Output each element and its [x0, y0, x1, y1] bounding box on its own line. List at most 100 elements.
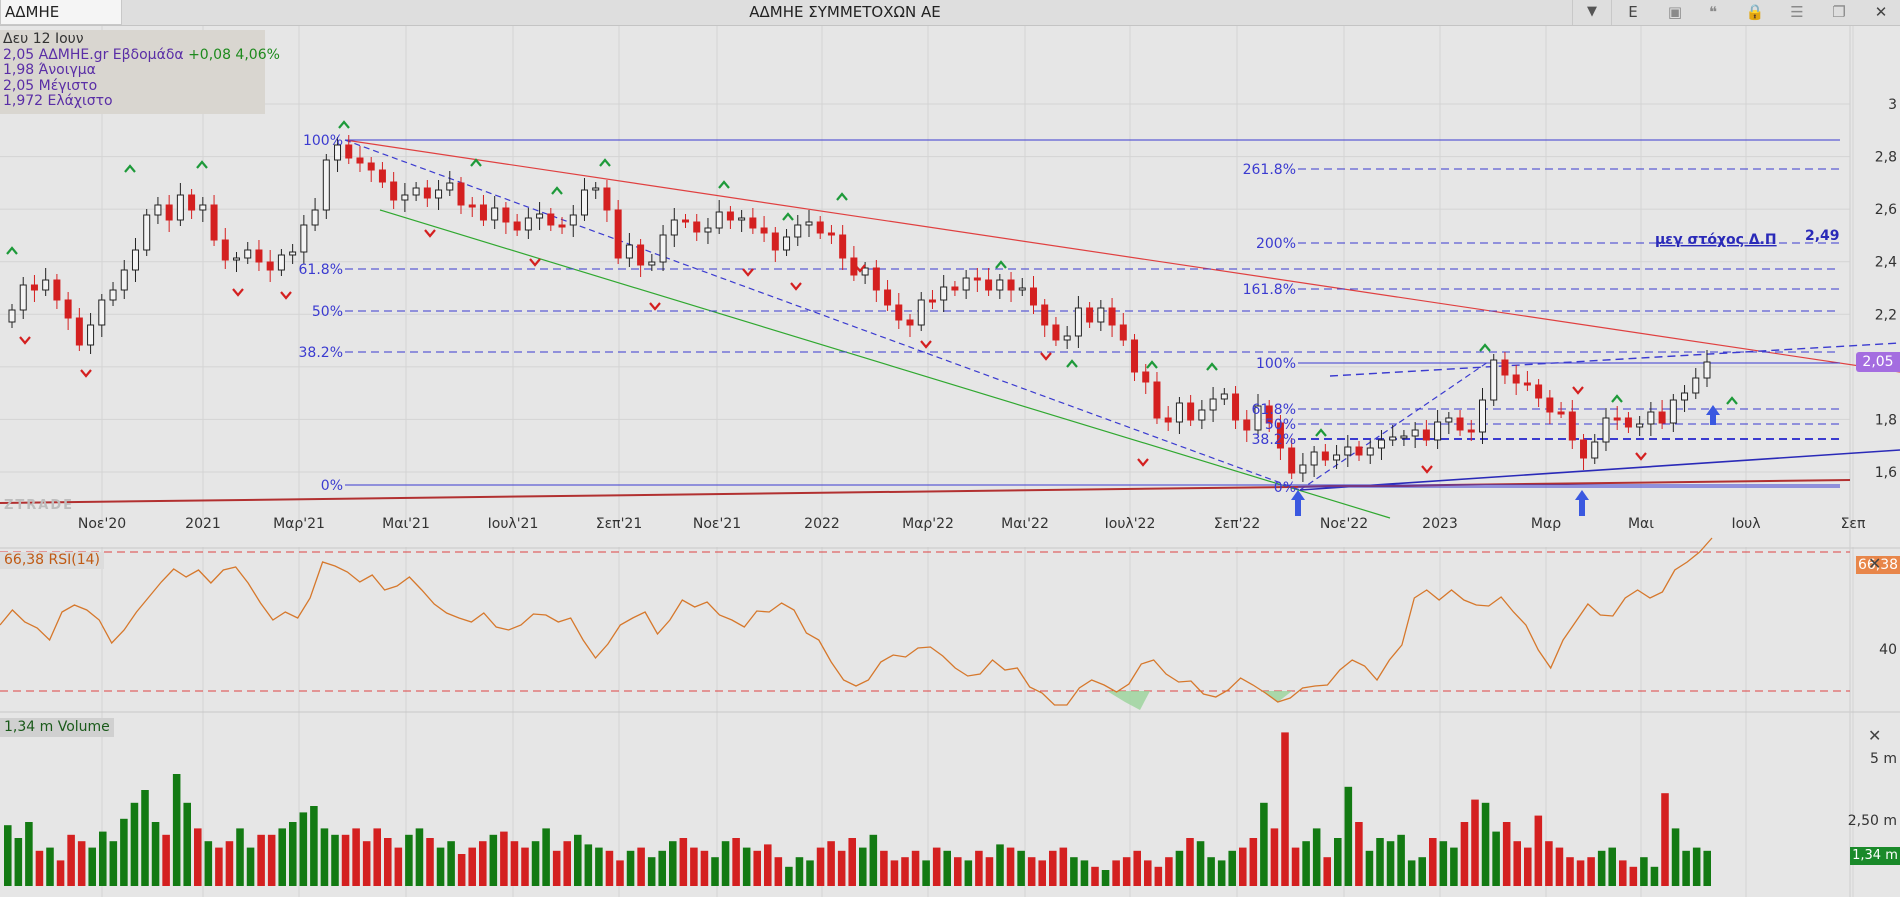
volume-bar: [521, 847, 529, 886]
candle-body: [1344, 446, 1352, 456]
candle-body: [1591, 441, 1599, 459]
volume-bar: [1450, 847, 1458, 886]
candle-body: [334, 144, 342, 161]
candle-body: [165, 204, 173, 221]
volume-bar: [563, 841, 571, 886]
period-button[interactable]: E: [1628, 3, 1638, 21]
candle-body: [569, 214, 577, 226]
sell-signal-marker: [1040, 352, 1052, 361]
volume-bar: [647, 857, 656, 886]
volume-bar: [690, 847, 698, 886]
candle-body: [1074, 307, 1082, 337]
volume-bar: [130, 802, 139, 886]
volume-close-icon[interactable]: ✕: [1868, 726, 1882, 745]
candle-body: [1557, 411, 1565, 415]
buy-signal-marker: [1479, 343, 1491, 352]
candle-body: [1456, 417, 1464, 431]
candle-body: [1108, 307, 1116, 326]
candle-body: [1097, 307, 1105, 323]
candle-body: [1243, 419, 1251, 431]
buy-signal-marker: [995, 260, 1007, 269]
ohlc-info-panel: Δευ 12 Ιουν 2,05 ΑΔΜΗΕ.gr Εβδομάδα +0,08…: [0, 30, 280, 114]
candle-body: [502, 207, 510, 223]
volume-bar: [1154, 866, 1163, 886]
time-axis-band: [0, 525, 1900, 547]
rsi-label[interactable]: 66,38 RSI(14): [0, 552, 105, 569]
symbol-input[interactable]: ΑΔΜΗΕ: [0, 0, 122, 25]
fib-level-label: 100%: [303, 133, 343, 149]
restore-icon[interactable]: ❐: [1832, 3, 1846, 21]
candle-body: [1602, 417, 1610, 443]
candle-body: [1636, 423, 1644, 428]
candle-body: [839, 234, 847, 259]
volume-bar: [1091, 866, 1099, 886]
resistance-trendline: [344, 139, 1900, 373]
price-chart[interactable]: Νοε'20 2021 Μαρ'21 Μαι'21 Ιουλ'21 Σεπ'21 Νοε'2…: [0, 26, 1900, 897]
candle-body: [1164, 417, 1172, 423]
candle-body: [1052, 324, 1060, 341]
volume-bar: [14, 838, 23, 886]
candle-body: [614, 209, 622, 259]
info-open: 1,98 Άνοιγμα: [3, 62, 96, 78]
volume-label[interactable]: 1,34 m Volume: [0, 718, 114, 737]
volume-bar: [859, 847, 867, 886]
lock-icon[interactable]: 🔒: [1745, 3, 1765, 21]
candle-body: [1377, 439, 1385, 449]
volume-bar: [552, 850, 561, 886]
candle-body: [1624, 417, 1632, 428]
volume-tick-label: 5 m: [1870, 751, 1897, 767]
candle-body: [1041, 304, 1049, 326]
volume-bar: [88, 847, 96, 886]
volume-bar: [204, 841, 213, 886]
candle-body: [805, 221, 813, 226]
layout-icon[interactable]: ▣: [1667, 3, 1683, 21]
volume-bar: [1080, 860, 1089, 886]
candle-body: [188, 194, 196, 211]
volume-bar: [172, 774, 181, 886]
candle-body: [827, 232, 835, 236]
sell-signal-marker: [742, 268, 754, 277]
volume-bar: [479, 841, 487, 886]
volume-bar: [890, 860, 899, 886]
rsi-value-badge: 66,38: [1856, 556, 1900, 574]
candle-body: [1265, 405, 1273, 424]
candle-body: [1400, 435, 1408, 439]
time-tick-label: Μαρ'21: [273, 516, 325, 532]
info-high: 2,05 Μέγιστο: [3, 77, 98, 94]
candle-body: [1288, 447, 1296, 474]
rsi-oversold-fill: [1262, 691, 1292, 702]
volume-bar: [56, 860, 65, 886]
volume-bar: [1471, 799, 1479, 886]
candle-body: [75, 317, 83, 346]
volume-bar: [943, 850, 951, 886]
candle-body: [536, 213, 544, 219]
buy-signal-marker: [718, 180, 730, 189]
time-tick-label: Μαι'21: [382, 516, 430, 532]
volume-bar: [257, 834, 265, 886]
buy-signal-marker: [782, 212, 794, 221]
volume-bar: [1566, 857, 1574, 886]
time-tick-label: Μαι: [1628, 516, 1654, 532]
window-title: ΑΔΜΗΕ ΣΥΜΜΕΤΟΧΩΝ ΑΕ: [749, 3, 941, 21]
volume-bar: [67, 834, 75, 886]
candle-body: [1658, 411, 1666, 424]
volume-bar: [975, 850, 983, 886]
candle-body: [928, 299, 936, 303]
volume-bar: [806, 860, 814, 886]
chevron-down-icon[interactable]: ▼: [1572, 0, 1612, 25]
volume-bar: [436, 847, 445, 886]
volume-bar: [362, 841, 371, 886]
candle-body: [255, 249, 263, 263]
rsi-close-icon[interactable]: ✕: [1868, 554, 1882, 573]
volume-bar: [1692, 847, 1701, 886]
menu-icon[interactable]: ☰: [1790, 3, 1804, 21]
volume-bar: [510, 841, 519, 886]
volume-bar: [331, 834, 339, 886]
candle-body: [87, 324, 95, 346]
close-icon[interactable]: ✕: [1874, 3, 1888, 21]
comment-icon[interactable]: ❝: [1708, 3, 1718, 21]
volume-bar: [415, 828, 424, 886]
candle-body: [1029, 287, 1037, 306]
volume-bar: [901, 857, 909, 886]
volume-bar: [996, 844, 1004, 886]
